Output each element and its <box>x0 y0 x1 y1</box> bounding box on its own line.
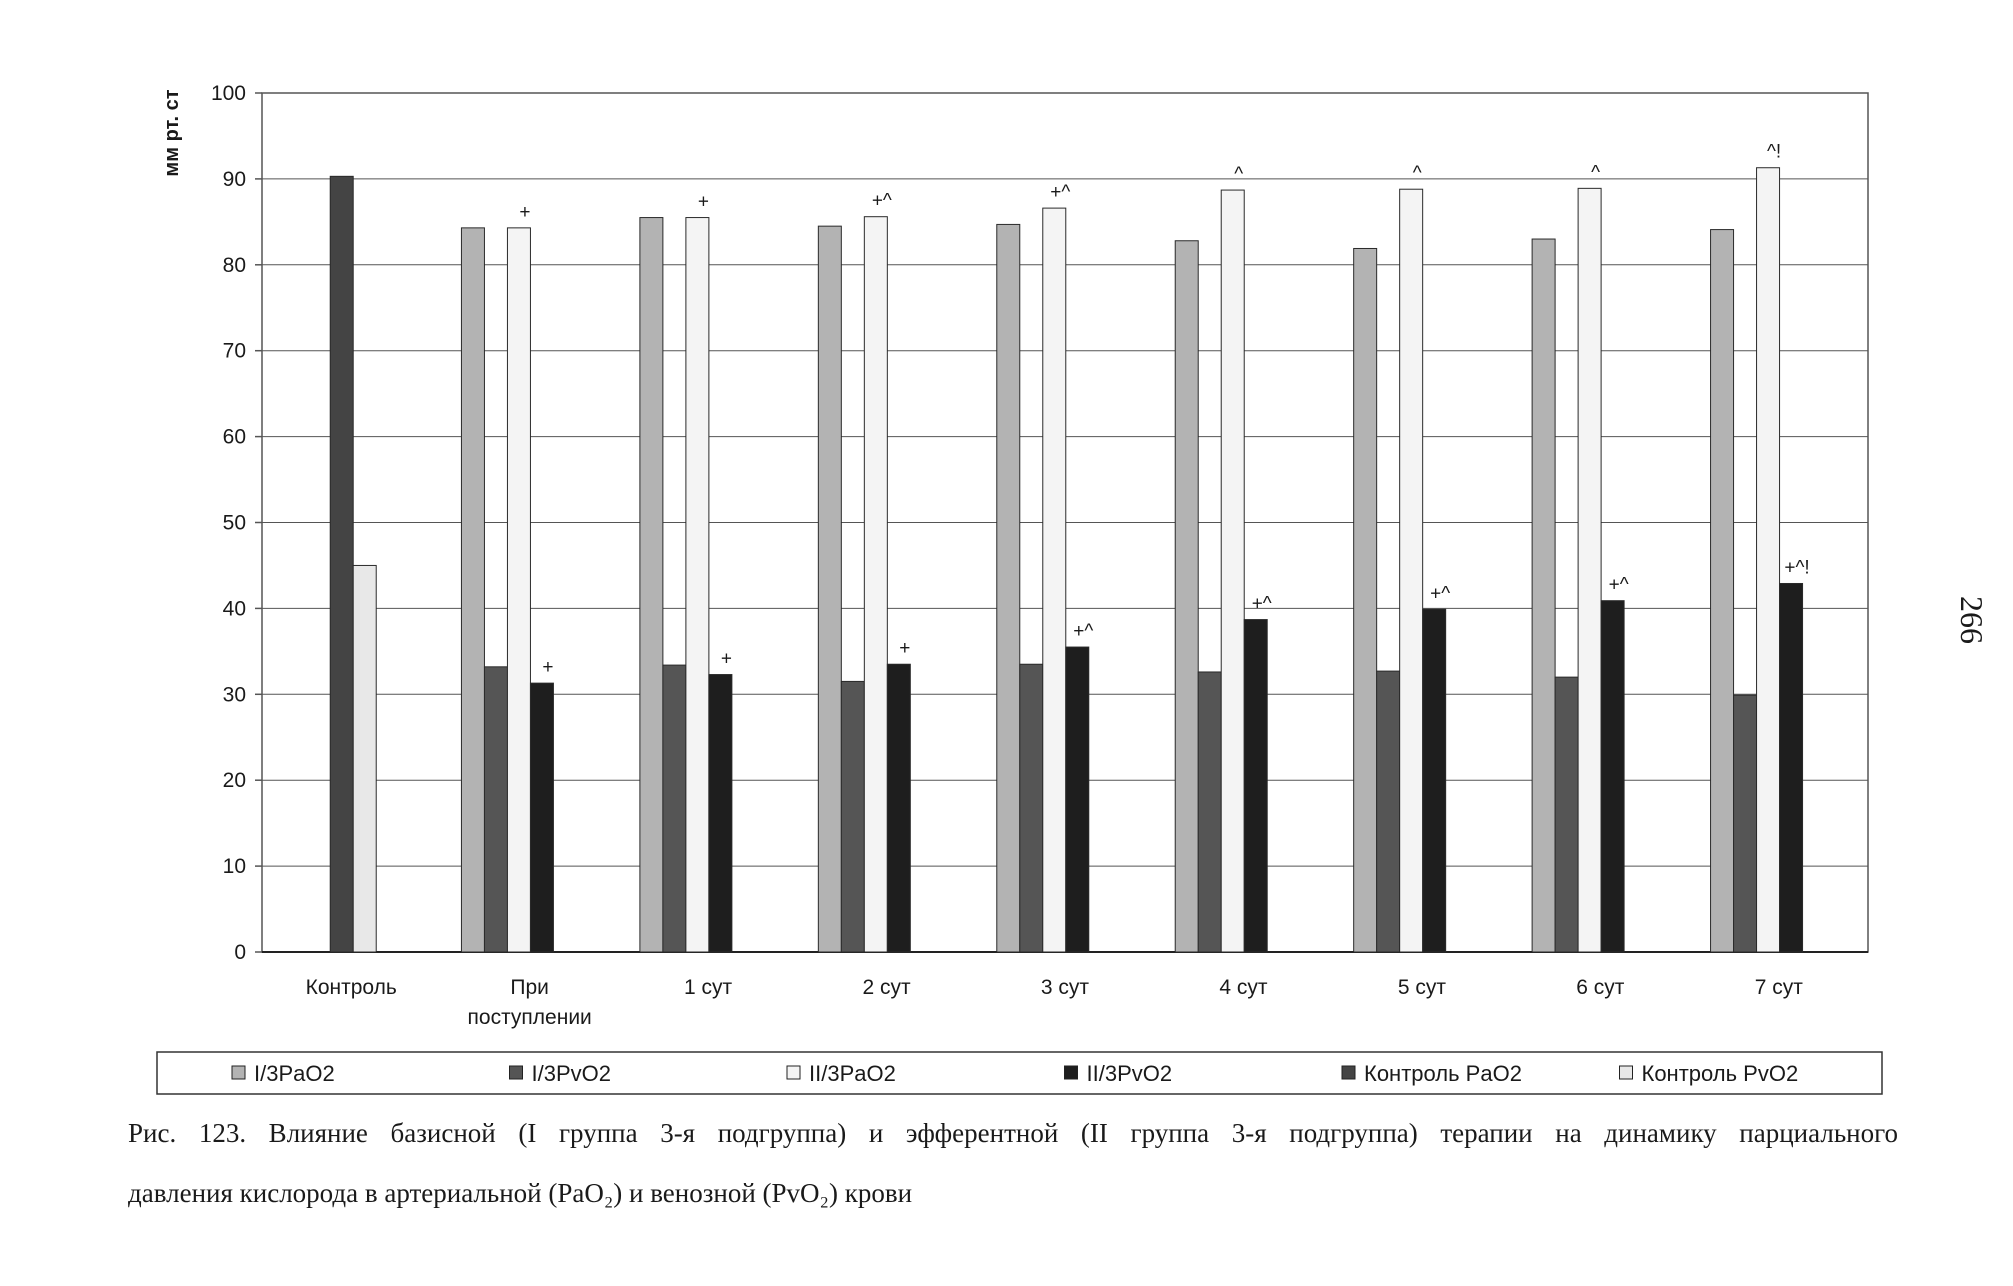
bars <box>329 167 1804 953</box>
annotation-II_PvO2-6: +^ <box>1430 583 1450 604</box>
significance-markers: + + + + +^ + +^ +^ ^ +^ ^ +^ ^ +^ ^! +^! <box>519 142 1809 678</box>
y-axis-label: мм рт. ст <box>161 89 183 176</box>
bar-I_PaO2-3 <box>817 225 842 953</box>
y-axis-ticks: 0 10 20 30 40 50 60 70 80 90 100 <box>211 82 246 964</box>
page-number: 266 <box>1954 596 1990 644</box>
y-tick-label: 40 <box>223 597 246 620</box>
x-category-label: поступлении <box>468 1006 592 1029</box>
annotation-II_PaO2-1: + <box>519 202 530 223</box>
bar-I_PaO2-6 <box>1353 247 1378 953</box>
bar-chart: + + + + +^ + +^ +^ ^ +^ ^ +^ ^ +^ ^! +^! 0 10 20 30 40 50 60 7… <box>156 82 1883 1095</box>
legend-label-II_PvO2: II/3PvO2 <box>1087 1061 1173 1086</box>
x-category-label: 3 сут <box>1041 976 1090 999</box>
legend-swatch-II_PvO2 <box>1064 1065 1078 1080</box>
legend-label-I_PvO2: I/3PvO2 <box>532 1061 611 1086</box>
legend-label-Control_PvO2: Контроль PvO2 <box>1642 1061 1799 1086</box>
y-tick-label: 100 <box>211 82 246 105</box>
bar-I_PvO2-1 <box>483 666 508 953</box>
bar-II_PaO2-4 <box>1042 207 1067 953</box>
y-tick-label: 10 <box>223 855 246 878</box>
bar-II_PvO2-6 <box>1422 608 1447 953</box>
bar-II_PaO2-1 <box>506 227 531 953</box>
y-tick-label: 50 <box>223 512 246 535</box>
annotation-II_PaO2-8: ^! <box>1767 142 1781 163</box>
bar-I_PvO2-8 <box>1733 694 1758 953</box>
y-tick-label: 80 <box>223 254 246 277</box>
bar-I_PvO2-5 <box>1197 671 1222 953</box>
bar-II_PvO2-4 <box>1065 646 1090 953</box>
bar-II_PaO2-2 <box>685 217 710 953</box>
bar-I_PvO2-6 <box>1376 670 1401 953</box>
legend: I/3PaO2 I/3PvO2 II/3PaO2 II/3PvO2 Контроль P… <box>156 1051 1883 1095</box>
bar-I_PaO2-7 <box>1531 238 1556 953</box>
legend-label-II_PaO2: II/3PaO2 <box>809 1061 896 1086</box>
legend-label-I_PaO2: I/3PaO2 <box>254 1061 335 1086</box>
bar-I_PvO2-3 <box>840 680 865 953</box>
figure-caption-line1: Рис. 123. Влияние базисной (I группа 3-я… <box>128 1118 1898 1148</box>
bar-II_PaO2-6 <box>1399 188 1424 953</box>
annotation-II_PaO2-6: ^ <box>1413 163 1422 184</box>
bar-Control_PvO2-0 <box>352 564 377 953</box>
bar-II_PvO2-2 <box>708 674 733 953</box>
annotation-II_PvO2-2: + <box>721 649 732 670</box>
bar-I_PvO2-4 <box>1019 663 1044 953</box>
bar-II_PvO2-1 <box>529 682 554 953</box>
x-category-label: При <box>510 976 549 999</box>
y-tick-label: 30 <box>223 683 246 706</box>
bar-II_PaO2-8 <box>1756 167 1781 953</box>
annotation-II_PvO2-1: + <box>542 657 553 678</box>
annotation-II_PvO2-7: +^ <box>1609 575 1629 596</box>
annotation-II_PaO2-4: +^ <box>1050 182 1070 203</box>
legend-swatch-I_PaO2 <box>231 1065 246 1080</box>
annotation-II_PaO2-5: ^ <box>1234 164 1243 185</box>
annotation-II_PaO2-7: ^ <box>1591 162 1600 183</box>
x-category-label: 1 сут <box>684 976 733 999</box>
x-category-label: 2 сут <box>862 976 911 999</box>
x-category-label: Контроль <box>306 976 397 999</box>
bar-I_PaO2-2 <box>639 217 664 953</box>
legend-label-Control_PaO2: Контроль PaO2 <box>1364 1061 1522 1086</box>
legend-swatch-Control_PaO2 <box>1341 1065 1356 1080</box>
y-tick-label: 90 <box>223 168 246 191</box>
x-category-label: 7 сут <box>1755 976 1804 999</box>
annotation-II_PvO2-4: +^ <box>1073 621 1093 642</box>
x-category-label: 4 сут <box>1219 976 1268 999</box>
legend-swatch-I_PvO2 <box>509 1065 523 1080</box>
bar-II_PaO2-3 <box>863 216 888 953</box>
y-tick-label: 20 <box>223 769 246 792</box>
x-category-label: 6 сут <box>1576 976 1625 999</box>
annotation-II_PvO2-3: + <box>899 638 910 659</box>
figure-caption-line2: давления кислорода в артериальной (PaO₂)… <box>128 1178 913 1208</box>
bar-I_PaO2-1 <box>460 227 485 953</box>
y-tick-label: 60 <box>223 426 246 449</box>
legend-swatch-Control_PvO2 <box>1619 1065 1633 1080</box>
bar-I_PaO2-8 <box>1710 229 1735 953</box>
bar-I_PvO2-7 <box>1554 676 1579 953</box>
legend-box <box>156 1051 1883 1095</box>
bar-Control_PaO2-0 <box>329 175 354 953</box>
annotation-II_PaO2-2: + <box>698 192 709 213</box>
bar-I_PaO2-4 <box>996 223 1021 953</box>
x-category-label: 5 сут <box>1398 976 1447 999</box>
annotation-II_PvO2-8: +^! <box>1784 557 1809 578</box>
annotation-II_PaO2-3: +^ <box>872 191 892 212</box>
bar-II_PaO2-7 <box>1577 187 1602 953</box>
bar-II_PvO2-8 <box>1779 582 1804 953</box>
y-tick-label: 0 <box>234 941 246 964</box>
bar-II_PvO2-3 <box>886 663 911 953</box>
bar-I_PvO2-2 <box>662 664 687 953</box>
legend-swatch-II_PaO2 <box>786 1065 801 1080</box>
bar-II_PvO2-7 <box>1600 600 1625 953</box>
y-tick-label: 70 <box>223 340 246 363</box>
x-axis-categories: Контроль При поступлении 1 сут 2 сут 3 сут 4 с… <box>306 976 1804 1029</box>
annotation-II_PvO2-5: +^ <box>1252 594 1272 615</box>
bar-II_PvO2-5 <box>1243 619 1268 953</box>
bar-I_PaO2-5 <box>1174 240 1199 953</box>
bar-II_PaO2-5 <box>1220 189 1245 953</box>
